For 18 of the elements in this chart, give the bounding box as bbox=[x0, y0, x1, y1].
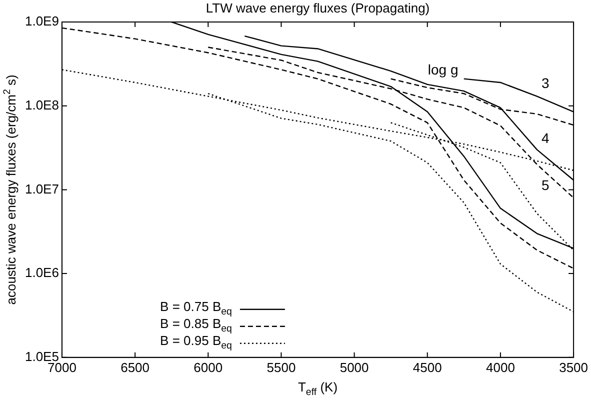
x-tick-label: 3500 bbox=[559, 360, 588, 375]
y-axis-title: acoustic wave energy fluxes (erg/cm2 s) bbox=[2, 74, 19, 305]
y-tick-label: 1.0E6 bbox=[24, 265, 59, 280]
y-tick-label: 1.0E7 bbox=[24, 181, 59, 196]
annotation: 3 bbox=[542, 74, 550, 91]
x-tick-label: 4500 bbox=[412, 360, 442, 375]
chart-title: LTW wave energy fluxes (Propagating) bbox=[206, 0, 430, 16]
x-tick-label: 6500 bbox=[120, 360, 150, 375]
annotation: 5 bbox=[542, 177, 550, 194]
y-tick-label: 1.0E9 bbox=[24, 14, 59, 29]
y-tick-label: 1.0E8 bbox=[24, 97, 59, 112]
annotation: 4 bbox=[542, 130, 550, 146]
x-tick-label: 4000 bbox=[486, 360, 515, 375]
x-tick-label: 5500 bbox=[266, 360, 296, 375]
x-tick-label: 6000 bbox=[194, 360, 223, 375]
x-tick-label: 5000 bbox=[340, 360, 369, 375]
annotation: log g bbox=[428, 61, 458, 78]
y-tick-label: 1.0E5 bbox=[24, 348, 59, 364]
